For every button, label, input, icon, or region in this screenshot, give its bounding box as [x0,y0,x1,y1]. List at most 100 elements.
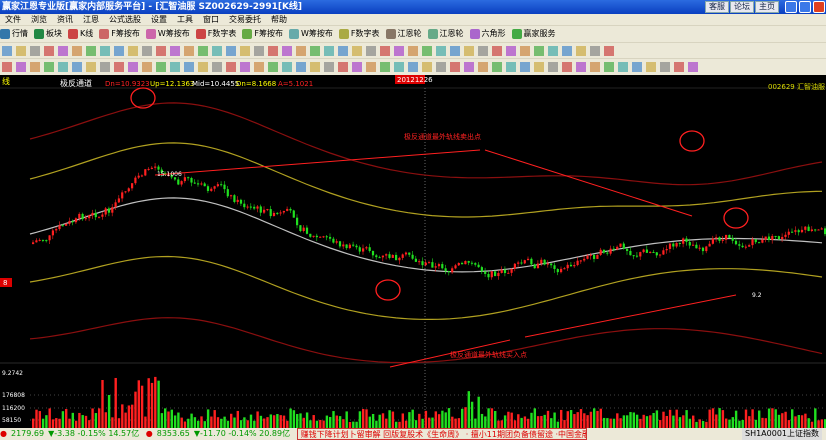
toolbar-button[interactable]: W筹按布 [145,26,190,42]
tool-icon[interactable] [324,62,334,72]
tool-icon[interactable] [450,62,460,72]
tool-icon[interactable] [478,46,488,56]
tool-icon[interactable] [520,46,530,56]
tool-icon[interactable] [212,46,222,56]
tool-icon[interactable] [100,62,110,72]
menu-item[interactable]: 帮助 [271,15,287,24]
tool-icon[interactable] [674,62,684,72]
tool-icon[interactable] [366,62,376,72]
tool-icon[interactable] [44,46,54,56]
toolbar-button[interactable]: F数字表 [195,26,236,42]
tool-icon[interactable] [590,46,600,56]
tool-icon[interactable] [646,62,656,72]
toolbar-button[interactable]: F筹按布 [99,26,140,42]
tool-icon[interactable] [156,62,166,72]
toolbar-button[interactable]: 板块 [34,26,62,42]
menu-item[interactable]: 窗口 [203,15,219,24]
tool-icon[interactable] [352,62,362,72]
tool-icon[interactable] [114,46,124,56]
tool-icon[interactable] [254,46,264,56]
tool-icon[interactable] [492,62,502,72]
tool-icon[interactable] [114,62,124,72]
menu-item[interactable]: 资讯 [57,15,73,24]
tool-icon[interactable] [282,46,292,56]
toolbar-button[interactable]: 江恩轮 [427,26,464,42]
tool-icon[interactable] [30,46,40,56]
toolbar-button[interactable]: F筹按布 [242,26,283,42]
tool-icon[interactable] [268,62,278,72]
tool-icon[interactable] [366,46,376,56]
tool-icon[interactable] [16,62,26,72]
close-button[interactable] [813,1,825,13]
menu-item[interactable]: 公式选股 [109,15,141,24]
kline-chart[interactable]: 线 极反通道 Dn=10.9323 Up=12.1363 Mid=10.4455… [0,75,826,428]
toolbar-button[interactable]: 江恩轮 [385,26,422,42]
menu-item[interactable]: 文件 [5,15,21,24]
tool-icon[interactable] [548,62,558,72]
tool-icon[interactable] [212,62,222,72]
tool-icon[interactable] [156,46,166,56]
tool-icon[interactable] [240,46,250,56]
tool-icon[interactable] [436,62,446,72]
tool-icon[interactable] [268,46,278,56]
tool-icon[interactable] [562,46,572,56]
tool-icon[interactable] [338,62,348,72]
tool-icon[interactable] [576,62,586,72]
toolbar-button[interactable]: F数字表 [338,26,380,42]
tool-icon[interactable] [660,62,670,72]
tool-icon[interactable] [128,62,138,72]
tool-icon[interactable] [44,62,54,72]
tool-icon[interactable] [142,46,152,56]
toolbar-button[interactable]: W筹按布 [289,26,333,42]
tool-icon[interactable] [296,46,306,56]
toolbar-button[interactable]: K线 [68,26,93,42]
tool-icon[interactable] [72,46,82,56]
tool-icon[interactable] [506,62,516,72]
tool-icon[interactable] [58,62,68,72]
tool-icon[interactable] [226,46,236,56]
tool-icon[interactable] [30,62,40,72]
tool-icon[interactable] [184,46,194,56]
tool-icon[interactable] [506,46,516,56]
toolbar-button[interactable]: 赢家服务 [511,26,556,42]
tool-icon[interactable] [450,46,460,56]
toolbar-button[interactable]: 行情 [0,26,28,42]
tool-icon[interactable] [128,46,138,56]
tool-icon[interactable] [408,46,418,56]
tool-icon[interactable] [478,62,488,72]
tool-icon[interactable] [464,46,474,56]
index-selector[interactable]: SH1A0001上证指数 [741,428,822,440]
tool-icon[interactable] [198,62,208,72]
tool-icon[interactable] [422,46,432,56]
tool-icon[interactable] [604,62,614,72]
home-button[interactable]: 主页 [755,1,779,13]
tool-icon[interactable] [408,62,418,72]
tool-icon[interactable] [688,62,698,72]
tool-icon[interactable] [86,46,96,56]
tool-icon[interactable] [394,62,404,72]
tool-icon[interactable] [534,46,544,56]
tool-icon[interactable] [352,46,362,56]
tool-icon[interactable] [296,62,306,72]
tool-icon[interactable] [2,46,12,56]
tool-icon[interactable] [520,62,530,72]
tool-icon[interactable] [590,62,600,72]
forum-button[interactable]: 论坛 [730,1,754,13]
news-marquee[interactable]: 赚钱下降计划卜留审解 回版复股术《生命周》 · 擅小11期团负备债留途 ·中国金… [296,428,587,440]
menu-item[interactable]: 设置 [151,15,167,24]
tool-icon[interactable] [338,46,348,56]
tool-icon[interactable] [86,62,96,72]
tool-icon[interactable] [492,46,502,56]
menu-item[interactable]: 工具 [177,15,193,24]
tool-icon[interactable] [464,62,474,72]
tool-icon[interactable] [58,46,68,56]
tool-icon[interactable] [72,62,82,72]
minimize-button[interactable] [785,1,797,13]
tool-icon[interactable] [100,46,110,56]
tool-icon[interactable] [380,62,390,72]
tool-icon[interactable] [534,62,544,72]
tool-icon[interactable] [310,62,320,72]
tool-icon[interactable] [254,62,264,72]
service-button[interactable]: 客服 [705,1,729,13]
tool-icon[interactable] [2,62,12,72]
